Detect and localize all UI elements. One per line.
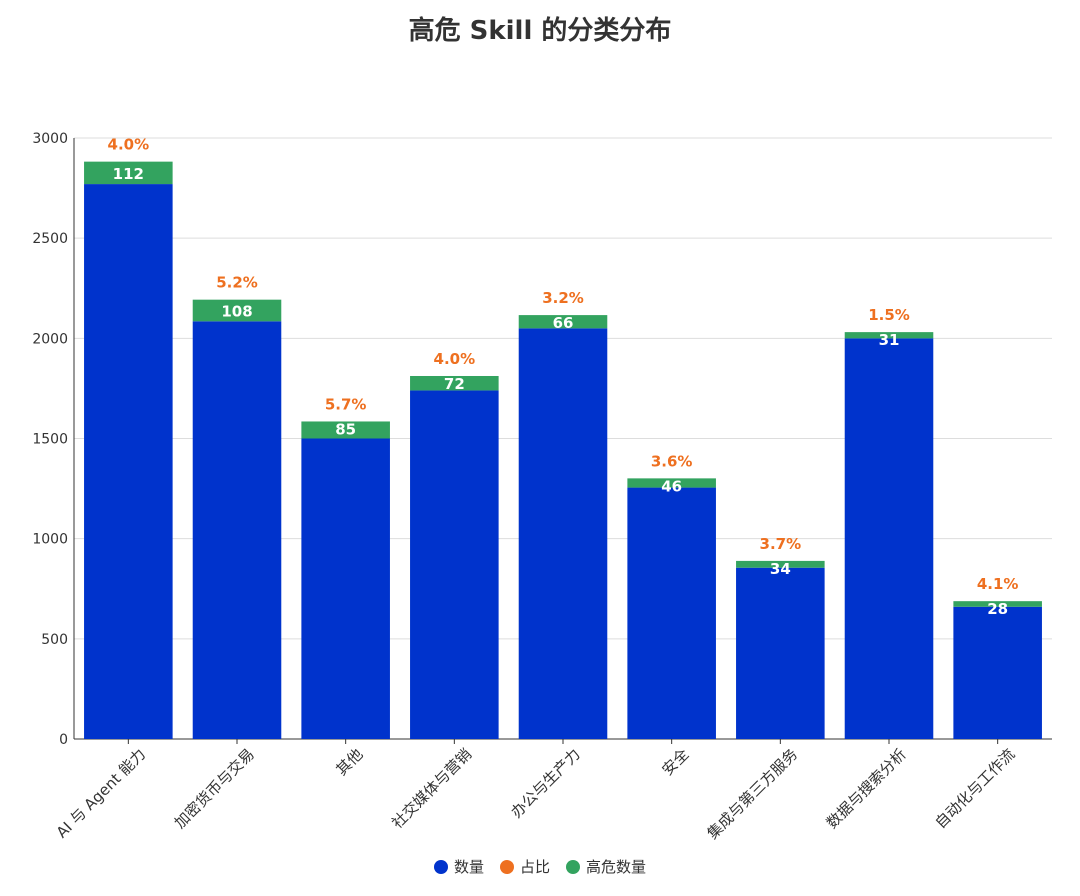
y-tick-label: 2000 (32, 331, 68, 347)
chart-title: 高危 Skill 的分类分布 (408, 16, 672, 46)
legend-swatch-ratio (499, 859, 514, 874)
data-label-high-risk: 72 (444, 375, 465, 393)
data-label-high-risk: 108 (221, 302, 252, 320)
x-tick-label: 其他 (333, 745, 367, 779)
data-label-ratio: 3.2% (542, 289, 584, 307)
legend-item-ratio[interactable]: 占比 (499, 856, 550, 877)
legend-item-high-risk[interactable]: 高危数量 (566, 856, 646, 877)
y-tick-label: 2500 (32, 231, 68, 247)
bar-high-risk (953, 601, 1042, 607)
bar-count (627, 487, 716, 739)
data-label-ratio: 1.5% (868, 306, 910, 324)
legend-label-count: 数量 (453, 858, 484, 876)
bar-high-risk (627, 478, 716, 488)
x-tick-label: 集成与第三方服务 (704, 745, 802, 843)
data-label-high-risk: 46 (661, 477, 682, 495)
legend: 数量 占比 高危数量 (0, 856, 1080, 877)
bar-count (410, 390, 499, 739)
legend-swatch-count (433, 859, 448, 874)
bar-count (301, 438, 390, 739)
bar-high-risk (410, 375, 499, 391)
data-label-ratio: 3.6% (651, 452, 693, 470)
bar-count (192, 321, 282, 739)
bar-high-risk (844, 332, 934, 339)
legend-label-ratio: 占比 (519, 858, 550, 876)
y-tick-label: 1500 (32, 432, 68, 448)
y-tick-label: 500 (41, 632, 68, 648)
data-label-ratio: 3.7% (760, 535, 802, 553)
data-label-ratio: 4.0% (108, 136, 150, 154)
x-tick-label: 加密货币与交易 (171, 745, 258, 832)
bar-high-risk (192, 299, 282, 322)
data-label-high-risk: 112 (113, 165, 144, 183)
bar-high-risk (84, 161, 173, 185)
legend-swatch-high-risk (566, 859, 580, 874)
legend-item-count[interactable]: 数量 (433, 856, 484, 877)
data-label-high-risk: 31 (879, 331, 900, 349)
x-tick-label: 社交媒体与营销 (388, 745, 475, 832)
data-label-high-risk: 28 (987, 600, 1008, 618)
data-label-ratio: 5.7% (325, 395, 367, 413)
x-tick-label: AI 与 Agent 能力 (53, 745, 149, 841)
data-label-high-risk: 85 (335, 420, 356, 438)
data-label-ratio: 4.1% (977, 575, 1019, 593)
x-tick-label: 安全 (659, 745, 693, 779)
x-tick-label: 数据与搜索分析 (823, 745, 910, 832)
bar-count (844, 338, 934, 739)
data-label-ratio: 4.0% (434, 350, 476, 368)
data-label-ratio: 5.2% (216, 274, 258, 292)
bar-count (736, 567, 825, 739)
bar-high-risk (736, 560, 825, 568)
bar-count (518, 328, 608, 739)
data-label-high-risk: 34 (770, 560, 791, 578)
bar-count (953, 606, 1042, 739)
bar-high-risk (301, 421, 390, 439)
y-tick-label: 3000 (32, 131, 68, 147)
y-tick-label: 0 (59, 732, 68, 748)
legend-label-high-risk: 高危数量 (586, 858, 647, 876)
data-label-high-risk: 66 (553, 314, 574, 332)
x-tick-label: 自动化与工作流 (932, 745, 1019, 832)
bar-count (84, 184, 173, 739)
y-tick-label: 1000 (32, 532, 68, 548)
bar-high-risk (518, 315, 608, 329)
x-tick-label: 办公与生产力 (507, 745, 583, 821)
